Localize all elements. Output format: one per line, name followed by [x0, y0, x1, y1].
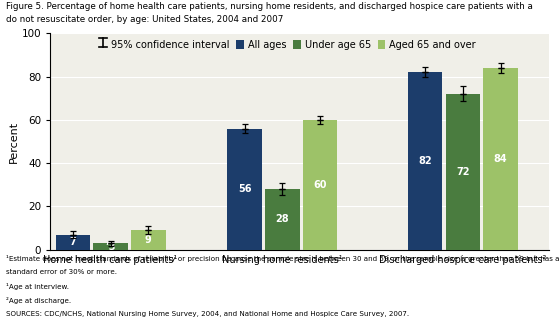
Bar — [94, 243, 128, 250]
Text: 28: 28 — [276, 214, 289, 224]
Text: 82: 82 — [418, 156, 432, 166]
Bar — [483, 68, 518, 250]
Text: ’3: ’3 — [105, 241, 116, 251]
Text: 7: 7 — [69, 237, 76, 247]
Text: 56: 56 — [238, 184, 251, 194]
Text: 72: 72 — [456, 167, 470, 177]
Text: ²Age at discharge.: ²Age at discharge. — [6, 297, 71, 304]
Text: 9: 9 — [145, 235, 152, 245]
Bar — [446, 94, 480, 250]
Text: 60: 60 — [314, 180, 327, 190]
Text: do not resuscitate order, by age: United States, 2004 and 2007: do not resuscitate order, by age: United… — [6, 15, 283, 24]
Bar — [265, 189, 300, 250]
Y-axis label: Percent: Percent — [9, 121, 19, 163]
Text: ¹Age at interview.: ¹Age at interview. — [6, 283, 68, 290]
Text: SOURCES: CDC/NCHS, National Nursing Home Survey, 2004, and National Home and Hos: SOURCES: CDC/NCHS, National Nursing Home… — [6, 311, 409, 317]
Bar — [227, 129, 262, 250]
Text: Figure 5. Percentage of home health care patients, nursing home residents, and d: Figure 5. Percentage of home health care… — [6, 2, 533, 11]
Text: ¹Estimate does not meet standards of reliability or precision because the sample: ¹Estimate does not meet standards of rel… — [6, 255, 560, 262]
Bar — [408, 72, 442, 250]
Text: 84: 84 — [494, 154, 507, 164]
Text: standard error of 30% or more.: standard error of 30% or more. — [6, 269, 116, 275]
Bar — [303, 120, 338, 250]
Bar — [55, 234, 90, 250]
Legend: 95% confidence interval, All ages, Under age 65, Aged 65 and over: 95% confidence interval, All ages, Under… — [95, 36, 480, 54]
Bar — [131, 230, 166, 250]
